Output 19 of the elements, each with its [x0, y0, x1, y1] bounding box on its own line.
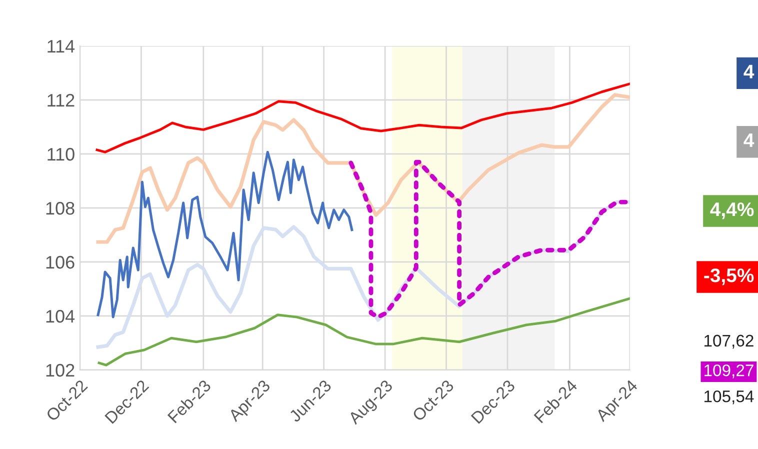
text: 4 [744, 134, 754, 147]
text: 107,62 [704, 334, 754, 349]
line-series [96, 150, 354, 318]
text: 109,27 [704, 364, 754, 378]
text: 105,54 [704, 390, 754, 404]
text: 4,4% [710, 202, 754, 220]
y-tick-label: 104 [46, 310, 75, 323]
line-series [96, 82, 630, 154]
y-tick-label: 108 [46, 202, 74, 215]
y-tick-label: 114 [48, 40, 75, 53]
line-series [98, 297, 630, 366]
text: -3,5% [704, 268, 754, 286]
y-tick-label: 110 [48, 148, 74, 161]
line-series [348, 160, 630, 320]
y-tick-label: 112 [48, 94, 74, 107]
y-tick-label: 106 [46, 256, 74, 269]
line-series [96, 93, 630, 244]
text: 4 [744, 64, 754, 78]
y-tick-label: 102 [46, 364, 74, 377]
